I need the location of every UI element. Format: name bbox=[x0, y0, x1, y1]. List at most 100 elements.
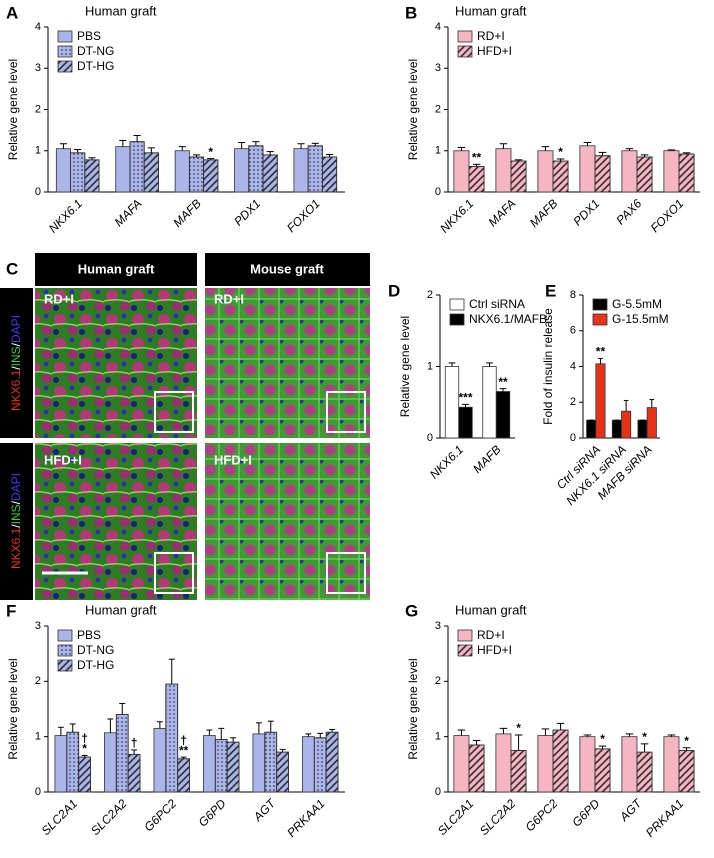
micrograph bbox=[205, 443, 370, 600]
bar-pattern bbox=[636, 156, 653, 193]
condition-label: RD+I bbox=[214, 291, 244, 306]
y-tick-label: 2 bbox=[35, 675, 41, 687]
bar-pattern bbox=[313, 737, 327, 793]
bar-pattern bbox=[510, 750, 527, 793]
y-tick-label: 0 bbox=[570, 432, 576, 444]
stain-label: NKX6.1/INS/DAPI bbox=[9, 473, 23, 569]
bar bbox=[595, 363, 606, 439]
legend-swatch bbox=[449, 313, 465, 326]
bar bbox=[203, 735, 216, 793]
y-tick-label: 2 bbox=[435, 675, 441, 687]
y-tick-label: 0 bbox=[427, 432, 433, 444]
y-tick-label: 4 bbox=[435, 21, 441, 33]
legend-swatch bbox=[449, 298, 465, 311]
bar-pattern bbox=[115, 714, 129, 793]
bar bbox=[621, 736, 638, 793]
y-tick-label: 8 bbox=[570, 289, 576, 301]
chart-title: Human graft bbox=[85, 602, 157, 617]
x-tick-label: NKX6.1 bbox=[427, 442, 466, 481]
significance-label: ** bbox=[179, 743, 189, 757]
x-tick-label: MAFB bbox=[170, 196, 203, 229]
bar bbox=[579, 145, 596, 193]
bar bbox=[611, 419, 622, 439]
x-tick-label: AGT bbox=[616, 795, 645, 824]
bar-pattern bbox=[203, 159, 219, 193]
y-tick-label: 3 bbox=[35, 62, 41, 74]
bar-pattern bbox=[594, 155, 611, 193]
x-tick-label: PAX6 bbox=[613, 196, 644, 227]
chart-title: Human graft bbox=[455, 3, 527, 18]
bar-pattern bbox=[214, 739, 228, 793]
column-header-bg bbox=[205, 253, 370, 286]
y-tick-label: 3 bbox=[35, 620, 41, 632]
bar bbox=[663, 736, 680, 793]
bar bbox=[482, 366, 497, 439]
bar bbox=[621, 150, 638, 193]
column-header: Human graft bbox=[78, 261, 155, 276]
bar bbox=[621, 410, 632, 439]
y-axis-label: Relative gene level bbox=[398, 316, 412, 417]
x-tick-label: PDX1 bbox=[570, 196, 602, 228]
bar-pattern bbox=[468, 744, 485, 793]
panel-letter: C bbox=[6, 259, 18, 278]
legend-swatch bbox=[57, 629, 73, 642]
significance-label: ** bbox=[596, 345, 606, 359]
legend-label: G-15.5mM bbox=[612, 312, 669, 326]
panel-letter: B bbox=[405, 3, 417, 22]
bar-pattern bbox=[127, 753, 141, 793]
significance-label: ** bbox=[472, 151, 482, 165]
legend-label: HFD+I bbox=[477, 44, 512, 58]
y-tick-label: 0 bbox=[435, 186, 441, 198]
legend-label: PBS bbox=[77, 29, 101, 43]
stain-label-part: / bbox=[9, 366, 23, 370]
x-tick-label: PRKAA1 bbox=[643, 796, 686, 839]
bar bbox=[252, 733, 266, 793]
y-tick-label: 2 bbox=[35, 103, 41, 115]
bar-pattern bbox=[276, 751, 289, 793]
significance-label: * bbox=[600, 732, 605, 746]
legend-swatch-pattern bbox=[458, 645, 472, 656]
legend-swatch bbox=[457, 629, 473, 642]
panel-letter: A bbox=[6, 3, 18, 22]
condition-label: RD+I bbox=[44, 291, 74, 306]
legend-swatch-pattern bbox=[58, 645, 72, 656]
legend-swatch bbox=[457, 30, 473, 43]
x-tick-label: G6PD bbox=[569, 796, 602, 829]
bar bbox=[115, 146, 131, 193]
x-tick-label: SLC2A1 bbox=[435, 796, 477, 838]
column-header: Mouse graft bbox=[250, 261, 324, 276]
x-tick-label: MAFA bbox=[112, 196, 145, 229]
legend-swatch bbox=[592, 298, 608, 311]
x-tick-label: MAFB bbox=[527, 196, 560, 229]
x-tick-label: G6PC2 bbox=[141, 796, 179, 834]
bar-pattern bbox=[264, 731, 278, 793]
x-tick-label: NKX6.1 bbox=[437, 196, 476, 235]
chart-title: Human graft bbox=[85, 3, 157, 18]
significance-label: * bbox=[558, 145, 563, 159]
stain-label-part: INS bbox=[9, 504, 23, 524]
significance-label: * bbox=[516, 721, 521, 735]
stain-label-part: / bbox=[9, 500, 23, 504]
bar bbox=[663, 150, 680, 193]
stain-label-part: DAPI bbox=[9, 473, 23, 501]
stain-label-part: / bbox=[9, 342, 23, 346]
x-tick-label: SLC2A2 bbox=[88, 796, 130, 838]
bar bbox=[495, 148, 512, 193]
significance-label: * bbox=[684, 734, 689, 748]
bar bbox=[586, 419, 597, 439]
bar-pattern bbox=[325, 731, 339, 793]
stain-label-part: NKX6.1 bbox=[9, 527, 23, 569]
inset-box bbox=[326, 391, 366, 433]
stain-strip bbox=[0, 288, 33, 438]
significance-label: *** bbox=[458, 391, 472, 405]
x-tick-label: G6PD bbox=[196, 796, 229, 829]
y-tick-label: 4 bbox=[570, 360, 576, 372]
bar bbox=[579, 736, 596, 793]
inset-box bbox=[326, 552, 366, 594]
y-tick-label: 0 bbox=[35, 786, 41, 798]
y-tick-label: 1 bbox=[435, 145, 441, 157]
bar-pattern bbox=[678, 153, 695, 193]
bar bbox=[293, 148, 309, 193]
bar bbox=[495, 733, 512, 793]
